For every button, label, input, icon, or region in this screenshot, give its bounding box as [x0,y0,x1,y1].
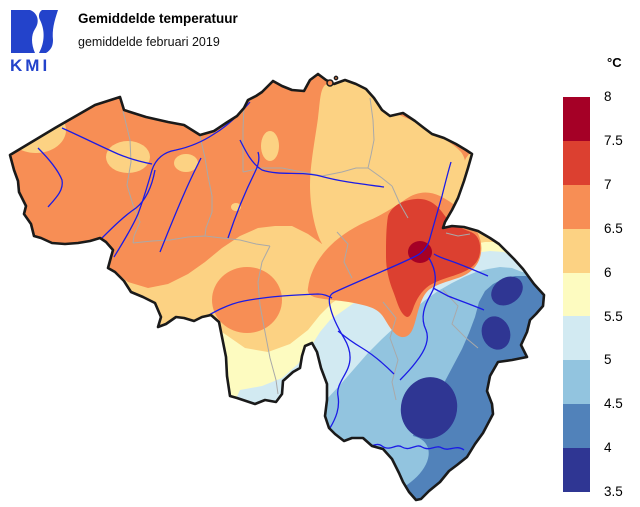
legend-swatch [563,97,590,141]
temp-region-35-4 [400,276,523,439]
legend-ticks: 8 7.5 7 6.5 6 5.5 5 4.5 4 3.5 [604,89,638,499]
legend-tick-label: 7.5 [604,132,623,148]
temperature-regions [10,74,544,500]
kmi-logo: KMI [10,10,58,75]
legend-unit-label: °C [607,55,622,70]
legend-swatch [563,184,590,229]
legend-tick-label: 4 [604,440,612,456]
legend-tick-label: 6.5 [604,220,623,236]
province-borders [122,79,479,401]
legend-swatch [563,360,590,405]
legend-tick-label: 4.5 [604,396,623,412]
legend-swatch [563,316,590,361]
legend-tick-label: 8 [604,89,612,104]
kmi-logo-mark [11,10,58,53]
legend-swatches [563,97,590,493]
legend-tick-label: 5.5 [604,308,623,324]
legend-tick-label: 7 [604,176,612,192]
legend-swatch [563,404,590,449]
legend-tick-label: 3.5 [604,484,623,500]
page-subtitle: gemiddelde februari 2019 [78,35,220,49]
legend-tick-label: 5 [604,352,612,368]
rivers [37,101,489,451]
kmi-logo-text: KMI [10,56,50,75]
legend-swatch [563,140,590,185]
page-title: Gemiddelde temperatuur [78,11,238,26]
legend-swatch [563,272,590,317]
baarle-enclaves [326,75,339,87]
legend-tick-label: 6 [604,264,612,280]
legend-swatch [563,228,590,273]
legend-swatch [563,448,590,493]
